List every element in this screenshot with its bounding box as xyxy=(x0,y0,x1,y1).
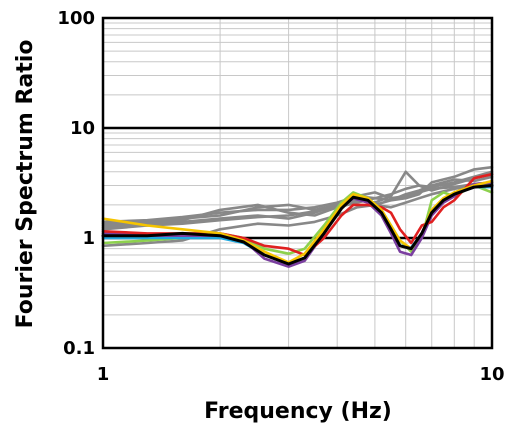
data-series xyxy=(101,165,494,268)
series-line-11 xyxy=(101,179,494,264)
y-tick-label: 0.1 xyxy=(63,338,95,359)
y-tick-label: 10 xyxy=(70,118,95,139)
y-tick-label: 1 xyxy=(82,228,95,249)
plot-frame xyxy=(101,16,494,350)
x-tick-label: 10 xyxy=(479,364,504,385)
x-axis-title: Frequency (Hz) xyxy=(204,399,392,424)
series-line-12 xyxy=(101,184,494,266)
y-axis-title: Fourier Spectrum Ratio xyxy=(13,40,38,329)
x-tick-label: 1 xyxy=(97,364,110,385)
series-line-4 xyxy=(101,165,494,231)
y-tick-label: 100 xyxy=(57,8,95,29)
